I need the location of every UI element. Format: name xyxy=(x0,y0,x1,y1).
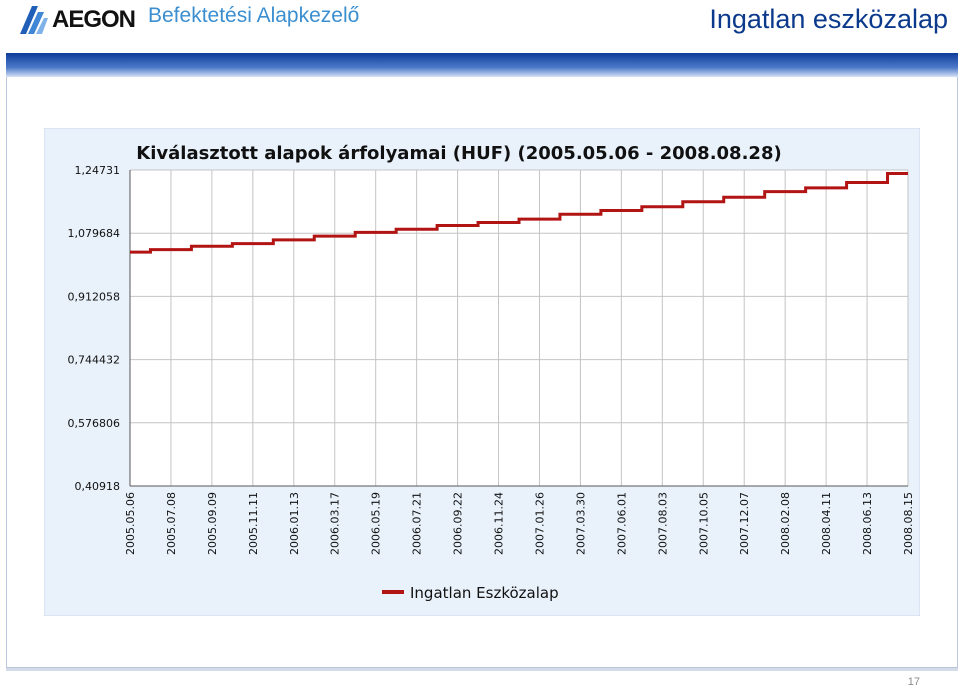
x-tick-label: 2008.06.13 xyxy=(861,492,874,555)
x-tick-label: 2008.08.15 xyxy=(902,492,915,555)
x-tick-label: 2006.01.13 xyxy=(288,492,301,555)
y-tick-label: 0,912058 xyxy=(68,290,121,303)
y-tick-label: 0,40918 xyxy=(75,480,121,493)
company-subtitle: Befektetési Alapkezelő xyxy=(148,4,360,27)
x-tick-label: 2005.09.09 xyxy=(206,492,219,555)
x-tick-label: 2007.08.03 xyxy=(656,492,669,555)
aegon-logo-mark-icon xyxy=(20,6,48,34)
y-tick-label: 0,576806 xyxy=(68,417,121,430)
line-chart: Kiválasztott alapok árfolyamai (HUF) (20… xyxy=(43,127,921,617)
legend-label: Ingatlan Eszközalap xyxy=(410,584,559,602)
x-tick-label: 2005.05.06 xyxy=(124,492,137,555)
x-tick-label: 2006.07.21 xyxy=(411,492,424,555)
x-tick-label: 2008.02.08 xyxy=(779,492,792,555)
x-tick-label: 2006.03.17 xyxy=(329,492,342,555)
x-axis-ticks: 2005.05.06 2005.07.08 2005.09.09 2005.11.11… xyxy=(124,492,915,555)
x-tick-label: 2007.01.26 xyxy=(533,492,546,555)
x-tick-label: 2008.04.11 xyxy=(820,492,833,555)
y-tick-label: 1,24731 xyxy=(75,164,121,177)
series-lines xyxy=(129,172,909,254)
page-number: 17 xyxy=(907,676,920,688)
x-tick-label: 2005.07.08 xyxy=(165,492,178,555)
chart-title: Kiválasztott alapok árfolyamai (HUF) (20… xyxy=(136,143,781,164)
y-tick-label: 0,744432 xyxy=(68,354,121,367)
header-band xyxy=(6,53,958,77)
footer-line xyxy=(6,668,958,671)
x-tick-label: 2006.05.19 xyxy=(370,492,383,555)
x-tick-label: 2005.11.11 xyxy=(247,492,260,555)
grid xyxy=(129,169,909,487)
x-tick-label: 2006.09.22 xyxy=(452,492,465,555)
x-tick-label: 2006.11.24 xyxy=(493,492,506,555)
aegon-logo: AEGON xyxy=(18,4,136,38)
x-tick-label: 2007.12.07 xyxy=(738,492,751,555)
chart: Kiválasztott alapok árfolyamai (HUF) (20… xyxy=(43,127,921,617)
legend: Ingatlan Eszközalap xyxy=(382,584,559,602)
y-tick-label: 1,079684 xyxy=(68,227,121,240)
x-tick-label: 2007.06.01 xyxy=(615,492,628,555)
plot-area xyxy=(130,170,908,486)
logo-text: AEGON xyxy=(52,6,136,33)
slide-title: Ingatlan eszközalap xyxy=(709,4,948,34)
y-axis-ticks: 1,24731 1,079684 0,912058 0,744432 0,576806 0… xyxy=(68,164,121,493)
x-tick-label: 2007.10.05 xyxy=(697,492,710,555)
x-tick-label: 2007.03.30 xyxy=(574,492,587,555)
series-line xyxy=(130,172,908,254)
